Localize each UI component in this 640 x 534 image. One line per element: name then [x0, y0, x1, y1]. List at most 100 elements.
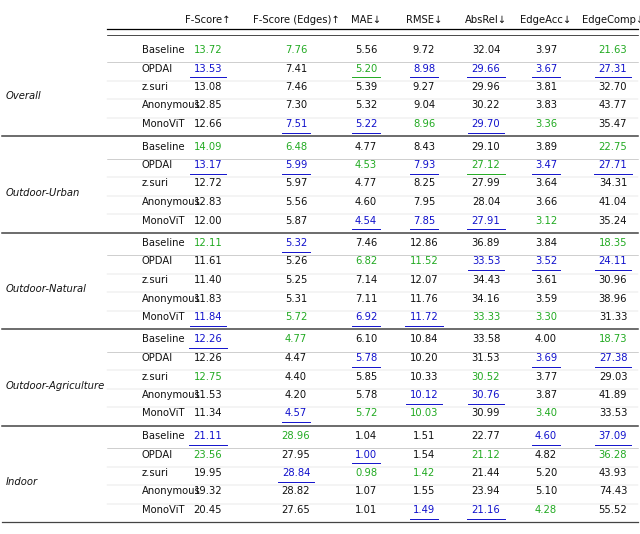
Text: 3.77: 3.77 [535, 372, 557, 381]
Text: 27.12: 27.12 [472, 160, 500, 170]
Text: OPDAI: OPDAI [142, 64, 173, 74]
Text: 4.00: 4.00 [535, 334, 557, 344]
Text: 5.72: 5.72 [355, 409, 377, 419]
Text: 5.39: 5.39 [355, 82, 377, 92]
Text: 14.09: 14.09 [194, 142, 222, 152]
Text: 34.31: 34.31 [599, 178, 627, 189]
Text: 4.77: 4.77 [285, 334, 307, 344]
Text: 22.75: 22.75 [598, 142, 627, 152]
Text: 5.26: 5.26 [285, 256, 307, 266]
Text: 10.20: 10.20 [410, 353, 438, 363]
Text: 4.60: 4.60 [355, 197, 377, 207]
Text: 3.83: 3.83 [535, 100, 557, 111]
Text: 4.60: 4.60 [535, 431, 557, 441]
Text: 7.93: 7.93 [413, 160, 435, 170]
Text: 6.10: 6.10 [355, 334, 377, 344]
Text: 5.78: 5.78 [355, 390, 377, 400]
Text: 5.25: 5.25 [285, 275, 307, 285]
Text: 3.61: 3.61 [535, 275, 557, 285]
Text: EdgeAcc↓: EdgeAcc↓ [520, 15, 572, 25]
Text: 41.04: 41.04 [599, 197, 627, 207]
Text: Outdoor-Agriculture: Outdoor-Agriculture [6, 381, 105, 391]
Text: 11.72: 11.72 [410, 312, 438, 322]
Text: 7.46: 7.46 [285, 82, 307, 92]
Text: 12.07: 12.07 [410, 275, 438, 285]
Text: 11.84: 11.84 [194, 312, 222, 322]
Text: 5.87: 5.87 [285, 216, 307, 225]
Text: 37.09: 37.09 [599, 431, 627, 441]
Text: 33.53: 33.53 [472, 256, 500, 266]
Text: 5.32: 5.32 [285, 238, 307, 248]
Text: 74.43: 74.43 [599, 486, 627, 497]
Text: 43.93: 43.93 [599, 468, 627, 478]
Text: 28.96: 28.96 [282, 431, 310, 441]
Text: 12.00: 12.00 [194, 216, 222, 225]
Text: 3.47: 3.47 [535, 160, 557, 170]
Text: Anonymous: Anonymous [142, 486, 201, 497]
Text: 20.45: 20.45 [194, 505, 222, 515]
Text: 5.85: 5.85 [355, 372, 377, 381]
Text: 13.53: 13.53 [194, 64, 222, 74]
Text: z.suri: z.suri [142, 372, 169, 381]
Text: 21.44: 21.44 [472, 468, 500, 478]
Text: 18.73: 18.73 [599, 334, 627, 344]
Text: 3.87: 3.87 [535, 390, 557, 400]
Text: 10.12: 10.12 [410, 390, 438, 400]
Text: 10.33: 10.33 [410, 372, 438, 381]
Text: 21.12: 21.12 [472, 450, 500, 459]
Text: MonoViT: MonoViT [142, 409, 184, 419]
Text: 3.30: 3.30 [535, 312, 557, 322]
Text: 32.70: 32.70 [599, 82, 627, 92]
Text: 7.95: 7.95 [413, 197, 435, 207]
Text: MonoViT: MonoViT [142, 119, 184, 129]
Text: 11.53: 11.53 [194, 390, 222, 400]
Text: 7.11: 7.11 [355, 294, 377, 303]
Text: 13.17: 13.17 [194, 160, 222, 170]
Text: 23.94: 23.94 [472, 486, 500, 497]
Text: 5.56: 5.56 [285, 197, 307, 207]
Text: 1.01: 1.01 [355, 505, 377, 515]
Text: 0.98: 0.98 [355, 468, 377, 478]
Text: Anonymous: Anonymous [142, 390, 201, 400]
Text: Baseline: Baseline [142, 238, 184, 248]
Text: 4.57: 4.57 [285, 409, 307, 419]
Text: 3.89: 3.89 [535, 142, 557, 152]
Text: 11.52: 11.52 [410, 256, 438, 266]
Text: 3.12: 3.12 [535, 216, 557, 225]
Text: 7.46: 7.46 [355, 238, 377, 248]
Text: 11.40: 11.40 [194, 275, 222, 285]
Text: 27.71: 27.71 [598, 160, 627, 170]
Text: 41.89: 41.89 [599, 390, 627, 400]
Text: 34.43: 34.43 [472, 275, 500, 285]
Text: 30.76: 30.76 [472, 390, 500, 400]
Text: 11.83: 11.83 [194, 294, 222, 303]
Text: 12.26: 12.26 [194, 353, 222, 363]
Text: AbsRel↓: AbsRel↓ [465, 15, 507, 25]
Text: Baseline: Baseline [142, 45, 184, 55]
Text: 28.84: 28.84 [282, 468, 310, 478]
Text: 5.32: 5.32 [355, 100, 377, 111]
Text: 5.72: 5.72 [285, 312, 307, 322]
Text: 43.77: 43.77 [599, 100, 627, 111]
Text: 10.03: 10.03 [410, 409, 438, 419]
Text: 27.31: 27.31 [598, 64, 627, 74]
Text: 1.54: 1.54 [413, 450, 435, 459]
Text: OPDAI: OPDAI [142, 160, 173, 170]
Text: 9.72: 9.72 [413, 45, 435, 55]
Text: 4.77: 4.77 [355, 142, 377, 152]
Text: 27.91: 27.91 [472, 216, 500, 225]
Text: 34.16: 34.16 [472, 294, 500, 303]
Text: 36.89: 36.89 [472, 238, 500, 248]
Text: 35.47: 35.47 [599, 119, 627, 129]
Text: 7.76: 7.76 [285, 45, 307, 55]
Text: 13.72: 13.72 [194, 45, 222, 55]
Text: 1.51: 1.51 [413, 431, 435, 441]
Text: 5.22: 5.22 [355, 119, 377, 129]
Text: 4.54: 4.54 [355, 216, 377, 225]
Text: 12.86: 12.86 [410, 238, 438, 248]
Text: 33.58: 33.58 [472, 334, 500, 344]
Text: 31.53: 31.53 [472, 353, 500, 363]
Text: 27.95: 27.95 [282, 450, 310, 459]
Text: 11.76: 11.76 [410, 294, 438, 303]
Text: OPDAI: OPDAI [142, 450, 173, 459]
